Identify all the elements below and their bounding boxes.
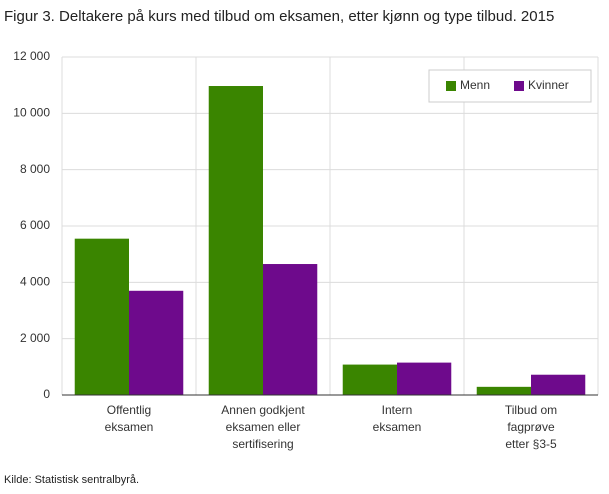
- y-tick-label: 10 000: [13, 106, 50, 120]
- legend-swatch: [446, 81, 456, 91]
- y-tick-label: 2 000: [20, 331, 50, 345]
- y-tick-label: 0: [43, 387, 50, 401]
- x-tick-label: sertifisering: [232, 437, 293, 451]
- bar: [342, 364, 397, 395]
- bar: [74, 238, 129, 395]
- legend-swatch: [514, 81, 524, 91]
- x-tick-label: Tilbud om: [505, 403, 557, 417]
- x-tick-label: eksamen: [105, 420, 154, 434]
- bar: [397, 362, 452, 395]
- x-tick-label: Annen godkjent: [221, 403, 305, 417]
- bar: [263, 264, 318, 395]
- x-tick-label: eksamen: [373, 420, 422, 434]
- bar: [208, 86, 263, 396]
- y-tick-label: 8 000: [20, 162, 50, 176]
- bar: [476, 386, 531, 395]
- x-tick-label: eksamen eller: [226, 420, 301, 434]
- y-tick-label: 12 000: [13, 49, 50, 63]
- x-tick-label: etter §3-5: [505, 437, 557, 451]
- source: Kilde: Statistisk sentralbyrå.: [4, 474, 139, 486]
- x-tick-label: Offentlig: [107, 403, 151, 417]
- bar: [531, 374, 586, 395]
- x-tick-label: fagprøve: [507, 420, 555, 434]
- legend-label: Menn: [460, 78, 490, 92]
- legend-label: Kvinner: [528, 78, 569, 92]
- bar: [129, 290, 184, 395]
- chart-title: Figur 3. Deltakere på kurs med tilbud om…: [4, 8, 554, 25]
- x-tick-label: Intern: [382, 403, 413, 417]
- y-tick-label: 4 000: [20, 275, 50, 289]
- y-tick-label: 6 000: [20, 218, 50, 232]
